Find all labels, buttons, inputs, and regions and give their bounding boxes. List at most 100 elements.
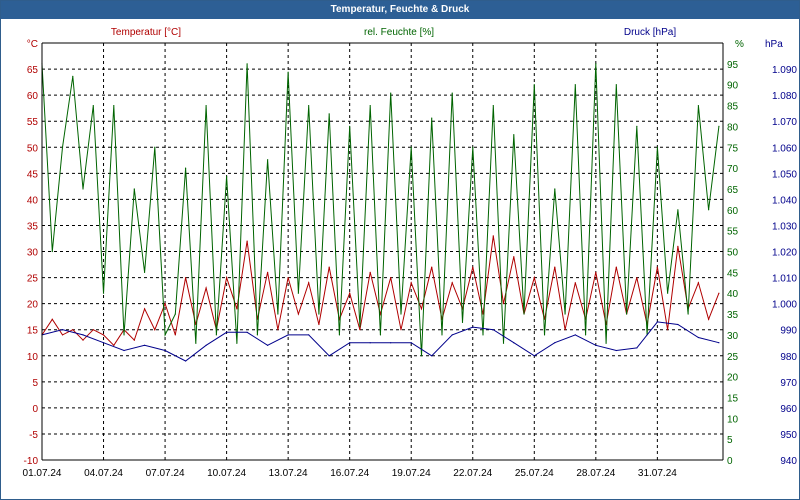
humidity-tick-label: 45 xyxy=(727,268,739,279)
pressure-data-point xyxy=(82,334,84,336)
pressure-tick-label: 1.060 xyxy=(772,143,797,154)
humidity-data-point xyxy=(390,92,392,94)
temperature-data-point xyxy=(154,329,156,331)
x-tick-label: 01.07.24 xyxy=(23,468,62,479)
humidity-data-point xyxy=(379,334,382,336)
temperature-data-point xyxy=(92,329,94,331)
humidity-tick-label: 50 xyxy=(727,248,739,259)
temperature-data-point xyxy=(667,329,669,331)
humidity-data-point xyxy=(513,134,515,136)
humidity-tick-label: 10 xyxy=(727,414,739,425)
pressure-data-point xyxy=(61,329,64,331)
pressure-data-point xyxy=(431,355,433,357)
pressure-tick-label: 990 xyxy=(780,326,797,337)
temperature-data-point xyxy=(184,276,187,279)
temperature-data-point xyxy=(174,334,176,336)
humidity-tick-label: 20 xyxy=(727,373,739,384)
humidity-data-point xyxy=(123,334,125,336)
humidity-data-point xyxy=(451,92,453,94)
temperature-data-point xyxy=(51,318,53,320)
humidity-unit-label: % xyxy=(735,39,744,50)
temperature-data-point xyxy=(420,308,423,310)
humidity-data-point xyxy=(184,167,187,169)
temperature-data-point xyxy=(226,276,228,279)
axes xyxy=(41,42,724,461)
humidity-data-point xyxy=(164,334,166,336)
x-tick-label: 13.07.24 xyxy=(269,468,308,479)
temperature-data-point xyxy=(390,276,392,279)
humidity-data-point xyxy=(174,313,176,315)
pressure-data-point xyxy=(267,344,269,346)
humidity-tick-label: 70 xyxy=(727,164,739,175)
pressure-data-point xyxy=(697,336,699,339)
pressure-tick-label: 980 xyxy=(780,352,797,363)
temperature-data-point xyxy=(410,282,412,284)
temperature-data-point xyxy=(236,308,238,310)
pressure-tick-label: 1.020 xyxy=(772,248,797,259)
pressure-data-point xyxy=(533,355,535,357)
temperature-data-point xyxy=(492,235,494,237)
pressure-data-point xyxy=(574,334,576,336)
pressure-data-point xyxy=(492,329,494,331)
humidity-data-point xyxy=(195,342,197,344)
humidity-data-point xyxy=(338,334,341,336)
temperature-axis-title: Temperatur [°C] xyxy=(111,27,181,38)
pressure-data-point xyxy=(205,344,207,346)
pressure-data-point xyxy=(615,349,617,352)
humidity-data-point xyxy=(636,125,638,127)
humidity-data-point xyxy=(287,71,289,73)
temperature-data-point xyxy=(502,303,505,305)
pressure-data-point xyxy=(308,334,310,336)
temperature-data-point xyxy=(113,344,115,346)
temperature-data-point xyxy=(72,329,74,331)
pressure-data-point xyxy=(246,331,248,333)
humidity-data-point xyxy=(677,209,679,211)
grid xyxy=(42,43,723,460)
pressure-data-point xyxy=(656,321,658,323)
humidity-data-point xyxy=(82,188,84,190)
temperature-data-point xyxy=(636,276,638,279)
humidity-data-point xyxy=(554,188,556,190)
humidity-data-point xyxy=(687,313,689,315)
temperature-tick-label: 40 xyxy=(27,195,39,206)
temperature-tick-label: 20 xyxy=(27,300,39,311)
temperature-data-point xyxy=(718,292,720,294)
temperature-data-point xyxy=(564,329,566,331)
temperature-tick-label: 35 xyxy=(27,221,39,232)
pressure-tick-label: 1.000 xyxy=(772,300,797,311)
humidity-tick-label: 75 xyxy=(727,143,739,154)
humidity-data-point xyxy=(267,159,269,161)
pressure-data-point xyxy=(636,347,638,349)
humidity-data-point xyxy=(656,146,658,148)
humidity-data-point xyxy=(400,313,402,315)
pressure-tick-label: 1.070 xyxy=(772,117,797,128)
humidity-data-point xyxy=(328,113,330,115)
temperature-data-point xyxy=(287,276,289,279)
pressure-tick-label: 1.050 xyxy=(772,169,797,180)
pressure-unit-label: hPa xyxy=(765,39,783,50)
pressure-axis-title: Druck [hPa] xyxy=(624,27,676,38)
humidity-data-point xyxy=(543,334,546,336)
pressure-data-point xyxy=(451,334,453,336)
temperature-data-point xyxy=(308,282,310,284)
humidity-tick-label: 35 xyxy=(727,310,739,321)
humidity-data-point xyxy=(133,188,135,190)
humidity-data-point xyxy=(533,84,535,86)
pressure-tick-label: 950 xyxy=(780,430,797,441)
humidity-data-point xyxy=(61,146,64,148)
temperature-data-point xyxy=(451,282,453,284)
humidity-data-point xyxy=(359,325,361,328)
humidity-data-point xyxy=(595,63,597,65)
temperature-data-point xyxy=(615,266,617,268)
humidity-data-point xyxy=(256,334,258,336)
humidity-data-point xyxy=(92,104,94,107)
pressure-data-point xyxy=(718,342,720,344)
humidity-data-point xyxy=(72,75,74,77)
x-tick-label: 28.07.24 xyxy=(576,468,615,479)
humidity-data-point xyxy=(431,117,433,119)
temperature-tick-label: 50 xyxy=(27,143,39,154)
humidity-data-point xyxy=(482,334,484,336)
x-tick-label: 31.07.24 xyxy=(638,468,677,479)
temperature-data-point xyxy=(379,313,382,315)
